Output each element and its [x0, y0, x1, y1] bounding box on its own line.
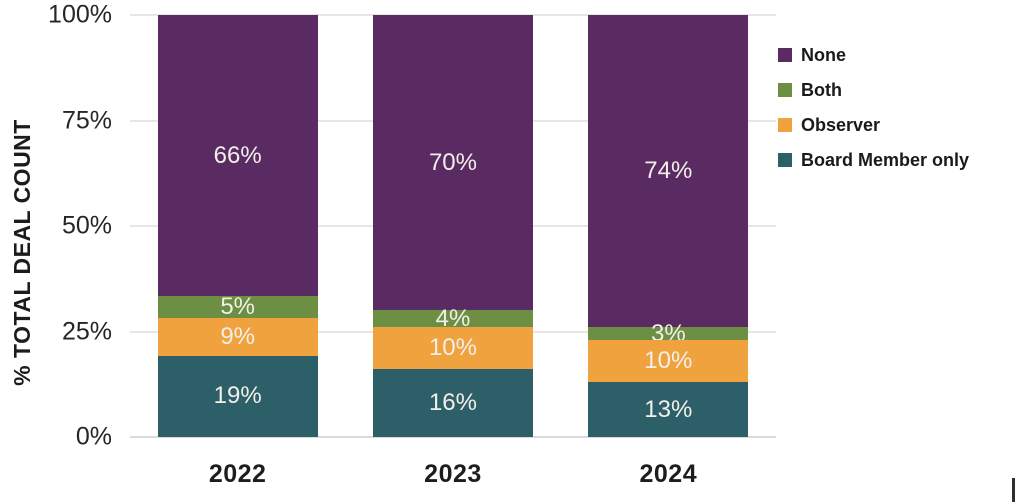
segment-none-2023: 70%	[372, 15, 533, 311]
bar-2022: 66% 5% 9% 19%	[157, 15, 318, 437]
segment-none-2024: 74%	[588, 15, 749, 328]
segment-board-member-only-2024: 13%	[588, 382, 749, 437]
segment-value-label: 5%	[220, 292, 255, 320]
legend-item-none: None	[778, 44, 969, 66]
legend-item-board-member-only: Board Member only	[778, 149, 969, 171]
legend-label-observer: Observer	[801, 114, 881, 135]
y-tick-label-0: 0%	[75, 422, 112, 451]
legend-swatch-observer-icon	[778, 118, 792, 132]
plot-area: 66% 5% 9% 19% 70% 4% 10% 16% 74% 3% 10% 13% 0% 25% 50…	[48, 1, 776, 451]
segment-value-label: 19%	[213, 382, 262, 410]
y-axis-title-container: % TOTAL DEAL COUNT	[0, 30, 44, 475]
x-axis-labels: 2022 2023 2024	[130, 458, 776, 490]
legend-swatch-board-member-only-icon	[778, 153, 792, 167]
legend-item-observer: Observer	[778, 114, 969, 136]
segment-value-label: 70%	[428, 148, 477, 176]
y-tick-label-50: 50%	[61, 211, 112, 240]
segment-both-2023: 4%	[372, 306, 533, 330]
segment-value-label: 9%	[220, 322, 255, 350]
y-tick-label-25: 25%	[61, 317, 112, 345]
segment-board-member-only-2022: 19%	[157, 356, 318, 437]
bar-slot-2022: 66% 5% 9% 19%	[130, 15, 345, 437]
legend-label-board-member-only: Board Member only	[801, 149, 970, 170]
bar-2024: 74% 3% 10% 13%	[588, 15, 749, 437]
y-tick-label-100: 100%	[48, 0, 112, 29]
legend-label-none: None	[801, 44, 846, 65]
crop-artifact-line	[1012, 478, 1015, 502]
segment-value-label: 16%	[428, 389, 477, 417]
bar-2023: 70% 4% 10% 16%	[372, 15, 533, 437]
legend: None Both Observer Board Member only	[778, 44, 969, 171]
segment-value-label: 10%	[644, 347, 693, 375]
y-axis-title: % TOTAL DEAL COUNT	[8, 119, 35, 386]
gridline-0	[130, 436, 776, 438]
bars-container: 66% 5% 9% 19% 70% 4% 10% 16% 74% 3% 10% 13%	[130, 15, 776, 437]
segment-value-label: 74%	[644, 157, 693, 185]
legend-swatch-none-icon	[778, 48, 792, 62]
segment-value-label: 10%	[428, 334, 477, 362]
bar-slot-2024: 74% 3% 10% 13%	[561, 15, 776, 437]
segment-value-label: 66%	[213, 141, 262, 169]
segment-observer-2022: 9%	[157, 317, 318, 356]
bar-slot-2023: 70% 4% 10% 16%	[345, 15, 560, 437]
legend-item-both: Both	[778, 79, 969, 101]
x-axis-label-2024: 2024	[639, 459, 698, 488]
segment-observer-2024: 10%	[588, 339, 749, 383]
segment-none-2022: 66%	[157, 15, 318, 297]
y-tick-label-75: 75%	[61, 106, 112, 134]
x-axis-label-2023: 2023	[424, 459, 482, 488]
segment-observer-2023: 10%	[372, 327, 533, 370]
segment-board-member-only-2023: 16%	[372, 369, 533, 437]
x-axis-label-2022: 2022	[208, 459, 267, 488]
legend-swatch-both-icon	[778, 83, 792, 97]
legend-label-both: Both	[801, 79, 842, 100]
segment-both-2024: 3%	[588, 321, 749, 345]
segment-value-label: 13%	[644, 395, 693, 423]
segment-both-2022: 5%	[157, 292, 318, 320]
